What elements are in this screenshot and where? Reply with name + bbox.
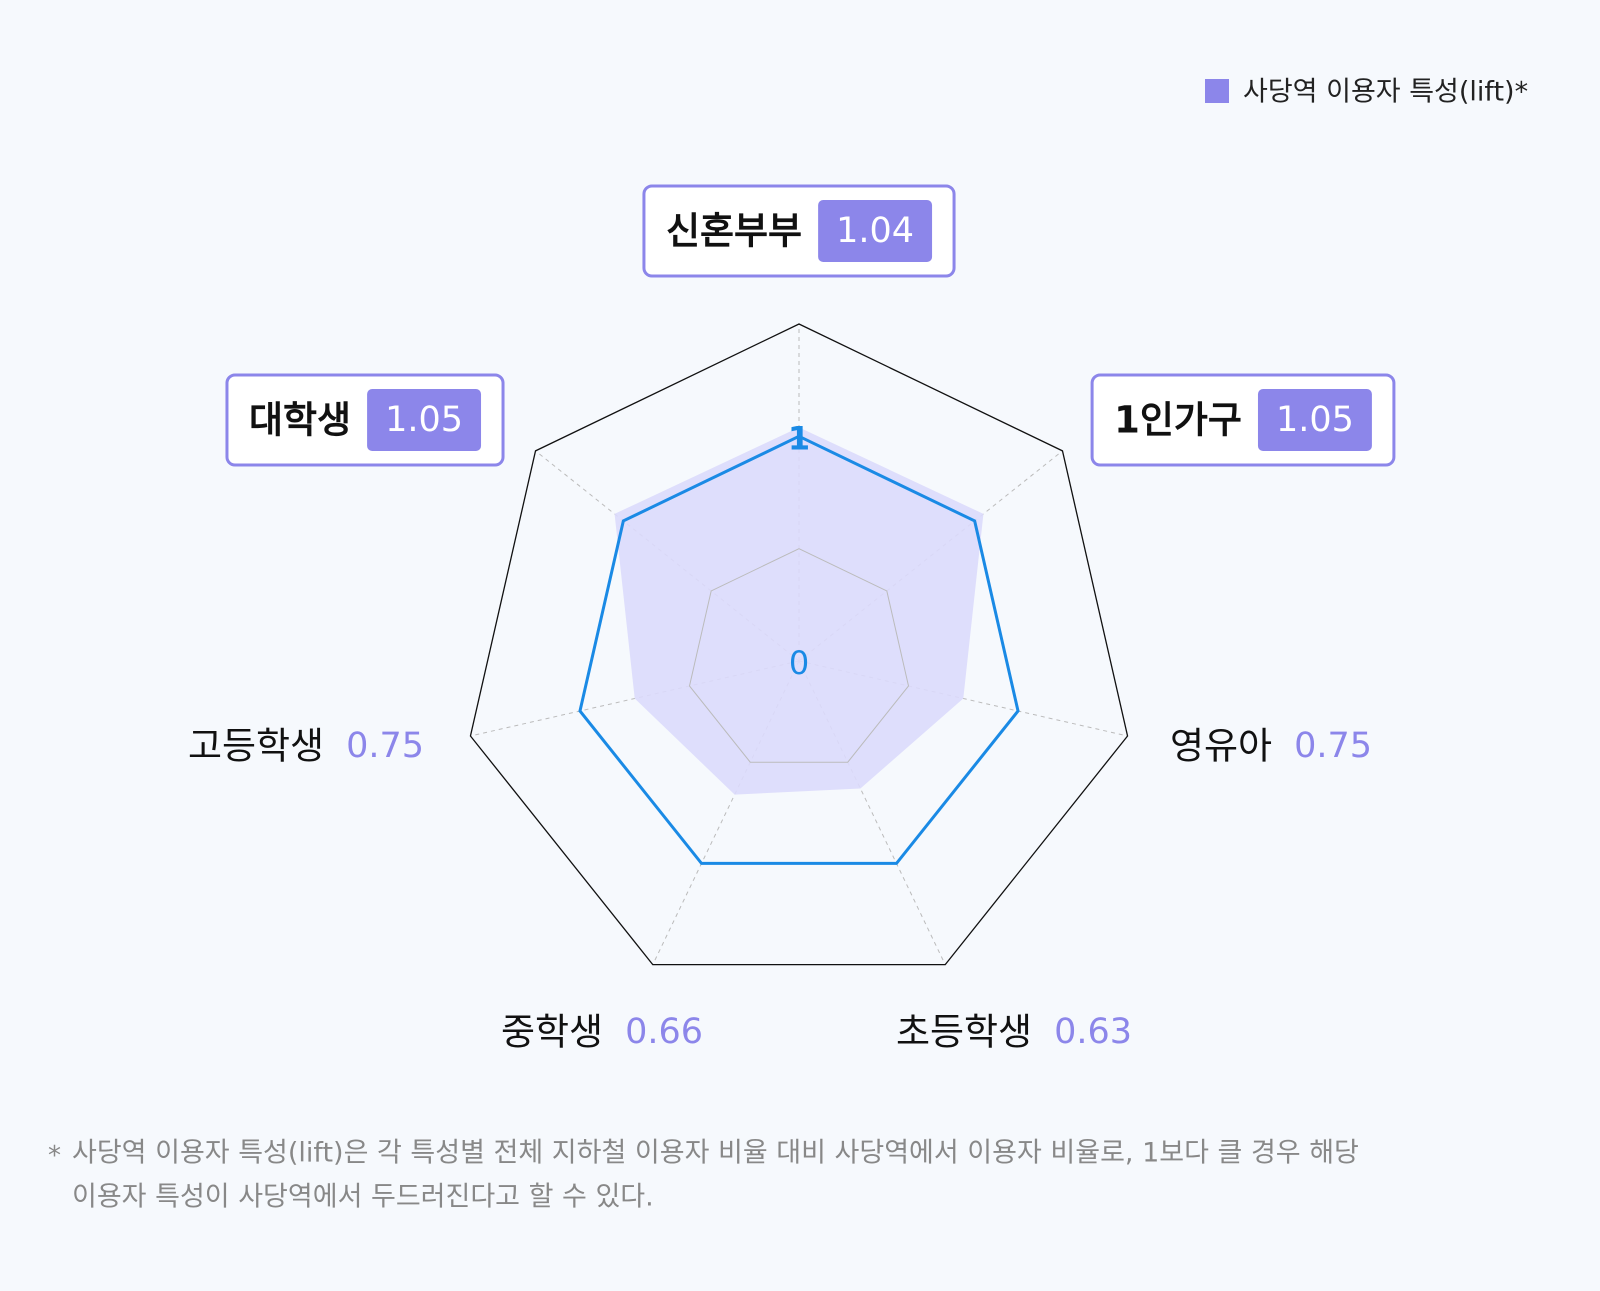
- category-label: 중학생 0.66: [501, 1011, 703, 1054]
- note-marker: *: [48, 1141, 61, 1171]
- outer-ring: [469, 323, 1129, 966]
- value-box: [818, 200, 933, 262]
- category-label: 대학생 1.05: [225, 373, 505, 467]
- category-value: 1.05: [1276, 400, 1354, 440]
- category-name: 1인가구: [1114, 399, 1242, 442]
- category-name: 초등학생: [896, 1011, 1032, 1054]
- r-tick-label: 0: [789, 644, 809, 682]
- category-value: 0.63: [1054, 1012, 1132, 1052]
- category-label: 신혼부부 1.04: [642, 184, 956, 278]
- grid-ring: [688, 548, 910, 763]
- value-box: [367, 389, 482, 451]
- category-label: 1인가구 1.05: [1090, 373, 1396, 467]
- category-name: 영유아: [1170, 725, 1272, 768]
- category-value: 0.66: [625, 1012, 703, 1052]
- category-name: 중학생: [501, 1011, 603, 1054]
- category-value: 1.04: [836, 211, 914, 251]
- legend-label: 사당역 이용자 특성(lift)*: [1243, 77, 1528, 108]
- note-line: 사당역 이용자 특성(lift)은 각 특성별 전체 지하철 이용자 비율 대비…: [72, 1138, 1359, 1169]
- category-name: 신혼부부: [666, 210, 802, 253]
- value-box: [1257, 389, 1372, 451]
- category-value: 0.75: [1294, 726, 1372, 766]
- r-tick-label: 1: [788, 419, 810, 457]
- category-label: 고등학생 0.75: [188, 725, 424, 768]
- category-name: 대학생: [249, 399, 351, 442]
- category-label: 초등학생 0.63: [896, 1011, 1132, 1054]
- category-name: 고등학생: [188, 725, 324, 768]
- category-label: 영유아 0.75: [1170, 725, 1372, 768]
- category-value: 1.05: [385, 400, 463, 440]
- note-line: 이용자 특성이 사당역에서 두드러진다고 할 수 있다.: [72, 1182, 654, 1213]
- data-area: [614, 427, 984, 795]
- legend-swatch: [1205, 79, 1229, 103]
- reference-ring: [578, 434, 1020, 865]
- category-value: 0.75: [346, 726, 424, 766]
